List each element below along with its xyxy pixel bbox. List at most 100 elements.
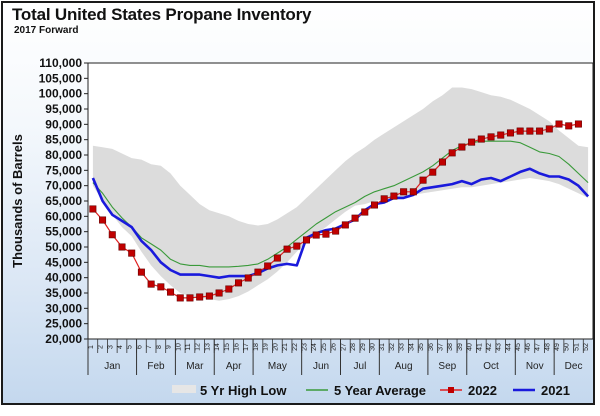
y-tick-label: 100,000 bbox=[39, 87, 83, 101]
x-week-label: 26 bbox=[331, 343, 338, 351]
x-month-label: Apr bbox=[226, 361, 242, 372]
point-2022 bbox=[555, 120, 563, 128]
y-tick-label: 95,000 bbox=[45, 102, 82, 116]
x-week-label: 46 bbox=[525, 343, 532, 351]
x-week-label: 47 bbox=[535, 343, 542, 351]
point-2022 bbox=[400, 188, 408, 196]
y-tick-label: 50,000 bbox=[45, 240, 82, 254]
x-month-label: Jan bbox=[104, 361, 120, 372]
band-layer bbox=[92, 87, 589, 301]
x-week-label: 40 bbox=[467, 343, 474, 351]
chart-subtitle: 2017 Forward bbox=[14, 25, 79, 36]
x-week-label: 38 bbox=[447, 343, 454, 351]
x-week-label: 14 bbox=[214, 343, 221, 351]
x-week-label: 48 bbox=[544, 343, 551, 351]
x-week-label: 41 bbox=[476, 343, 483, 351]
x-week-label: 4 bbox=[117, 345, 124, 349]
x-week-label: 34 bbox=[408, 343, 415, 351]
point-2022 bbox=[536, 127, 544, 135]
y-tick-label: 25,000 bbox=[45, 317, 82, 331]
point-2022 bbox=[361, 208, 369, 216]
x-week-label: 28 bbox=[350, 343, 357, 351]
point-2022 bbox=[254, 268, 262, 276]
point-2022 bbox=[167, 288, 175, 296]
x-month-label: Oct bbox=[483, 361, 499, 372]
point-2022 bbox=[215, 289, 223, 297]
point-2022 bbox=[99, 216, 107, 224]
point-2022 bbox=[545, 125, 553, 133]
legend-marker-2022 bbox=[448, 387, 454, 393]
point-2022 bbox=[341, 221, 349, 229]
x-week-label: 43 bbox=[496, 343, 503, 351]
x-week-label: 35 bbox=[418, 343, 425, 351]
x-month-label: Jul bbox=[354, 361, 367, 372]
point-2022 bbox=[468, 138, 476, 146]
legend-swatch-5-yr-high-low bbox=[172, 385, 196, 393]
x-week-label: 39 bbox=[457, 343, 464, 351]
x-week-label: 23 bbox=[302, 343, 309, 351]
x-week-label: 5 bbox=[127, 345, 134, 349]
x-week-label: 19 bbox=[263, 343, 270, 351]
point-2022 bbox=[380, 195, 388, 203]
x-week-label: 32 bbox=[389, 343, 396, 351]
point-2022 bbox=[312, 231, 320, 239]
point-2022 bbox=[264, 262, 272, 270]
point-2022 bbox=[351, 214, 359, 222]
y-tick-label: 110,000 bbox=[39, 56, 82, 70]
x-month-label: Jun bbox=[313, 361, 329, 372]
x-week-label: 12 bbox=[195, 343, 202, 351]
series-line-5-year-average bbox=[92, 140, 589, 268]
x-month-label: May bbox=[268, 361, 287, 372]
x-month-label: Sep bbox=[438, 361, 456, 372]
point-2022 bbox=[409, 188, 417, 196]
point-2022 bbox=[137, 268, 145, 276]
y-tick-label: 75,000 bbox=[45, 163, 82, 177]
x-week-label: 2 bbox=[98, 345, 105, 349]
point-2022 bbox=[477, 135, 485, 143]
legend-label-2021: 2021 bbox=[541, 383, 570, 398]
x-week-label: 17 bbox=[243, 343, 250, 351]
point-2022 bbox=[225, 285, 233, 293]
point-2022 bbox=[128, 249, 136, 257]
y-tick-label: 35,000 bbox=[45, 286, 82, 300]
series-band-5yr-high-low bbox=[92, 87, 589, 301]
point-2022 bbox=[516, 127, 524, 135]
x-week-label: 52 bbox=[583, 343, 590, 351]
point-2022 bbox=[176, 294, 184, 302]
x-week-label: 11 bbox=[185, 343, 192, 350]
point-2022 bbox=[370, 201, 378, 209]
point-2022 bbox=[458, 143, 466, 151]
point-2022 bbox=[419, 176, 427, 184]
x-week-label: 7 bbox=[146, 345, 153, 349]
x-month-label: Aug bbox=[395, 361, 413, 372]
x-week-label: 24 bbox=[311, 343, 318, 351]
x-week-label: 13 bbox=[204, 343, 211, 351]
y-tick-label: 30,000 bbox=[45, 301, 82, 315]
legend-label-5-year-average: 5 Year Average bbox=[334, 383, 426, 398]
point-2022 bbox=[303, 236, 311, 244]
x-week-label: 3 bbox=[107, 345, 114, 349]
x-month-label: Feb bbox=[147, 361, 165, 372]
x-week-label: 1 bbox=[88, 345, 95, 349]
series-line-2021 bbox=[91, 167, 590, 280]
y-tick-label: 65,000 bbox=[45, 194, 82, 208]
x-month-label: Dec bbox=[565, 361, 583, 372]
point-2022 bbox=[574, 120, 582, 128]
y-tick-label: 60,000 bbox=[45, 209, 82, 223]
point-2022 bbox=[506, 129, 514, 137]
x-week-label: 15 bbox=[224, 343, 231, 351]
point-2022 bbox=[438, 158, 446, 166]
x-week-label: 45 bbox=[515, 343, 522, 351]
point-2022 bbox=[565, 122, 573, 130]
x-week-label: 33 bbox=[399, 343, 406, 351]
y-tick-label: 40,000 bbox=[45, 271, 82, 285]
x-week-label: 9 bbox=[166, 345, 173, 349]
x-month-label: Nov bbox=[526, 361, 544, 372]
x-week-label: 30 bbox=[369, 343, 376, 351]
line-layer bbox=[89, 120, 590, 302]
y-tick-label: 45,000 bbox=[45, 255, 82, 269]
point-2022 bbox=[205, 292, 213, 300]
point-2022 bbox=[196, 293, 204, 301]
x-week-label: 25 bbox=[321, 343, 328, 351]
